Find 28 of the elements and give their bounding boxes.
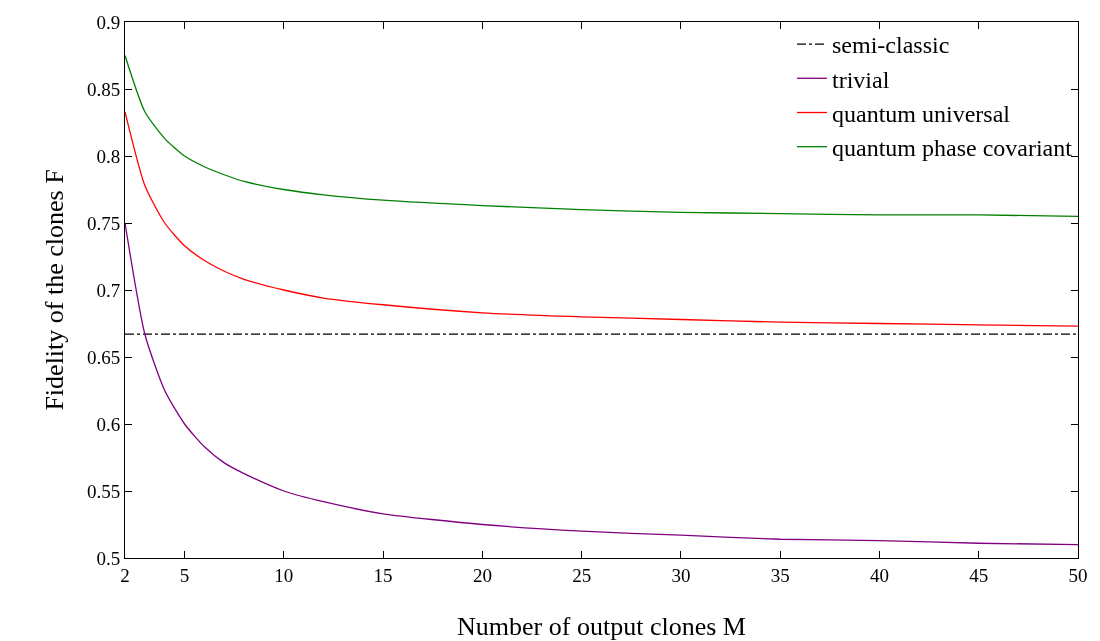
legend-label: quantum universal <box>832 100 1011 127</box>
x-tick-label: 45 <box>969 564 989 586</box>
y-tick-label: 0.65 <box>86 346 121 368</box>
line-series <box>125 222 1078 546</box>
y-tick-label: 0.8 <box>96 145 121 167</box>
x-tick-label: 50 <box>1068 564 1088 586</box>
y-tick-label: 0.75 <box>86 212 121 234</box>
x-tick-label: 15 <box>373 564 393 586</box>
legend-label: semi-classic <box>832 32 950 59</box>
y-tick-label: 0.5 <box>96 547 121 569</box>
y-tick-label: 0.7 <box>96 279 121 301</box>
line-series <box>125 54 1078 217</box>
x-tick-label: 10 <box>274 564 294 586</box>
y-tick-label: 0.9 <box>96 11 121 33</box>
y-tick-label: 0.6 <box>96 413 121 435</box>
x-tick-label: 2 <box>120 564 130 586</box>
x-tick-label: 5 <box>179 564 190 586</box>
y-tick-label: 0.55 <box>86 480 121 502</box>
legend-label: quantum phase covariant <box>832 135 1073 162</box>
x-tick-label: 30 <box>671 564 691 586</box>
y-tick-label: 0.85 <box>86 78 121 100</box>
y-axis-title: Fidelity of the clones F <box>40 169 69 411</box>
x-tick-label: 35 <box>770 564 790 586</box>
x-axis-title: Number of output clones M <box>457 612 746 641</box>
x-tick-label: 40 <box>869 564 889 586</box>
x-tick-label: 20 <box>472 564 492 586</box>
legend-label: trivial <box>832 66 890 93</box>
x-tick-label: 25 <box>572 564 592 586</box>
